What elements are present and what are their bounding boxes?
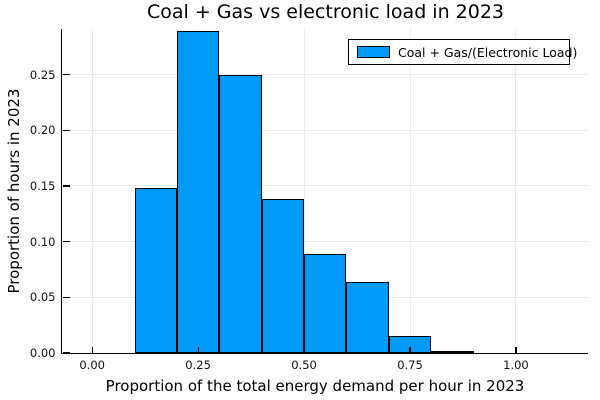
histogram-bar bbox=[176, 31, 220, 353]
y-tick-label: 0.25 bbox=[29, 67, 56, 82]
y-gridline bbox=[62, 241, 588, 243]
y-tick bbox=[62, 296, 70, 298]
x-gridline bbox=[91, 29, 93, 353]
histogram-bar bbox=[431, 350, 474, 353]
x-tick bbox=[197, 347, 199, 353]
y-tick bbox=[62, 185, 70, 187]
y-tick bbox=[62, 129, 70, 131]
y-tick-label: 0.05 bbox=[29, 290, 56, 305]
y-tick bbox=[62, 352, 70, 354]
x-tick-label: 0.50 bbox=[291, 358, 317, 372]
x-gridline bbox=[303, 29, 305, 353]
x-tick-label: 0.75 bbox=[397, 358, 423, 372]
x-tick bbox=[303, 347, 305, 353]
histogram-bar bbox=[261, 199, 305, 353]
y-axis-line bbox=[61, 29, 63, 355]
y-tick-label: 0.10 bbox=[29, 234, 56, 249]
x-tick bbox=[91, 347, 93, 353]
y-tick bbox=[62, 241, 70, 243]
y-gridline bbox=[62, 185, 588, 187]
histogram-bar bbox=[134, 188, 177, 353]
x-axis-line bbox=[61, 353, 588, 355]
x-gridline bbox=[409, 29, 411, 353]
histogram-bar bbox=[219, 74, 262, 353]
y-tick-label: 0.20 bbox=[29, 123, 56, 138]
x-gridline bbox=[515, 29, 517, 353]
y-gridline bbox=[62, 129, 588, 131]
x-tick-label: 0.00 bbox=[79, 358, 105, 372]
legend: Coal + Gas/(Electronic Load) bbox=[348, 39, 577, 65]
y-tick bbox=[62, 74, 70, 76]
legend-color-swatch bbox=[357, 46, 390, 58]
x-axis-label: Proportion of the total energy demand pe… bbox=[105, 377, 525, 395]
histogram-bar bbox=[304, 253, 347, 353]
x-tick bbox=[515, 347, 517, 353]
histogram-bar bbox=[346, 281, 389, 353]
y-tick-label: 0.00 bbox=[29, 346, 56, 360]
x-tick-label: 1.00 bbox=[503, 358, 529, 372]
legend-label: Coal + Gas/(Electronic Load) bbox=[398, 44, 578, 60]
y-tick-label: 0.15 bbox=[29, 178, 56, 193]
y-gridline bbox=[62, 74, 588, 76]
x-tick-label: 0.25 bbox=[185, 358, 211, 372]
chart-title: Coal + Gas vs electronic load in 2023 bbox=[146, 1, 505, 23]
x-tick bbox=[409, 347, 411, 353]
